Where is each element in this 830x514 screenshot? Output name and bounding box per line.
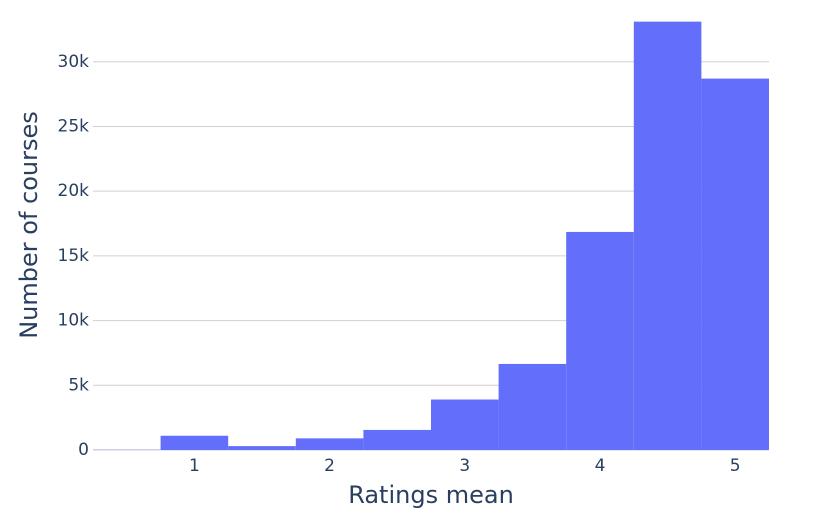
x-axis-title: Ratings mean bbox=[348, 481, 514, 509]
y-tick-label: 30k bbox=[58, 52, 90, 72]
bar bbox=[160, 435, 229, 450]
y-tick-label: 20k bbox=[58, 181, 90, 201]
y-tick-label: 0 bbox=[78, 440, 89, 460]
bar bbox=[701, 78, 769, 451]
bar bbox=[431, 399, 499, 450]
y-axis-title: Number of courses bbox=[15, 111, 43, 339]
y-tick-label: 15k bbox=[58, 246, 90, 266]
bar bbox=[633, 21, 702, 450]
bar bbox=[295, 438, 364, 450]
x-tick-label: 1 bbox=[189, 456, 200, 476]
bar bbox=[566, 231, 634, 450]
y-tick-label: 10k bbox=[58, 311, 90, 331]
x-tick-label: 2 bbox=[324, 456, 335, 476]
bar bbox=[228, 446, 296, 450]
bar bbox=[363, 429, 431, 450]
x-tick-label: 4 bbox=[595, 456, 606, 476]
x-tick-label: 3 bbox=[459, 456, 470, 476]
x-tick-label: 5 bbox=[730, 456, 741, 476]
bar bbox=[498, 363, 567, 450]
y-tick-label: 25k bbox=[58, 116, 90, 136]
y-tick-label: 5k bbox=[68, 375, 89, 395]
